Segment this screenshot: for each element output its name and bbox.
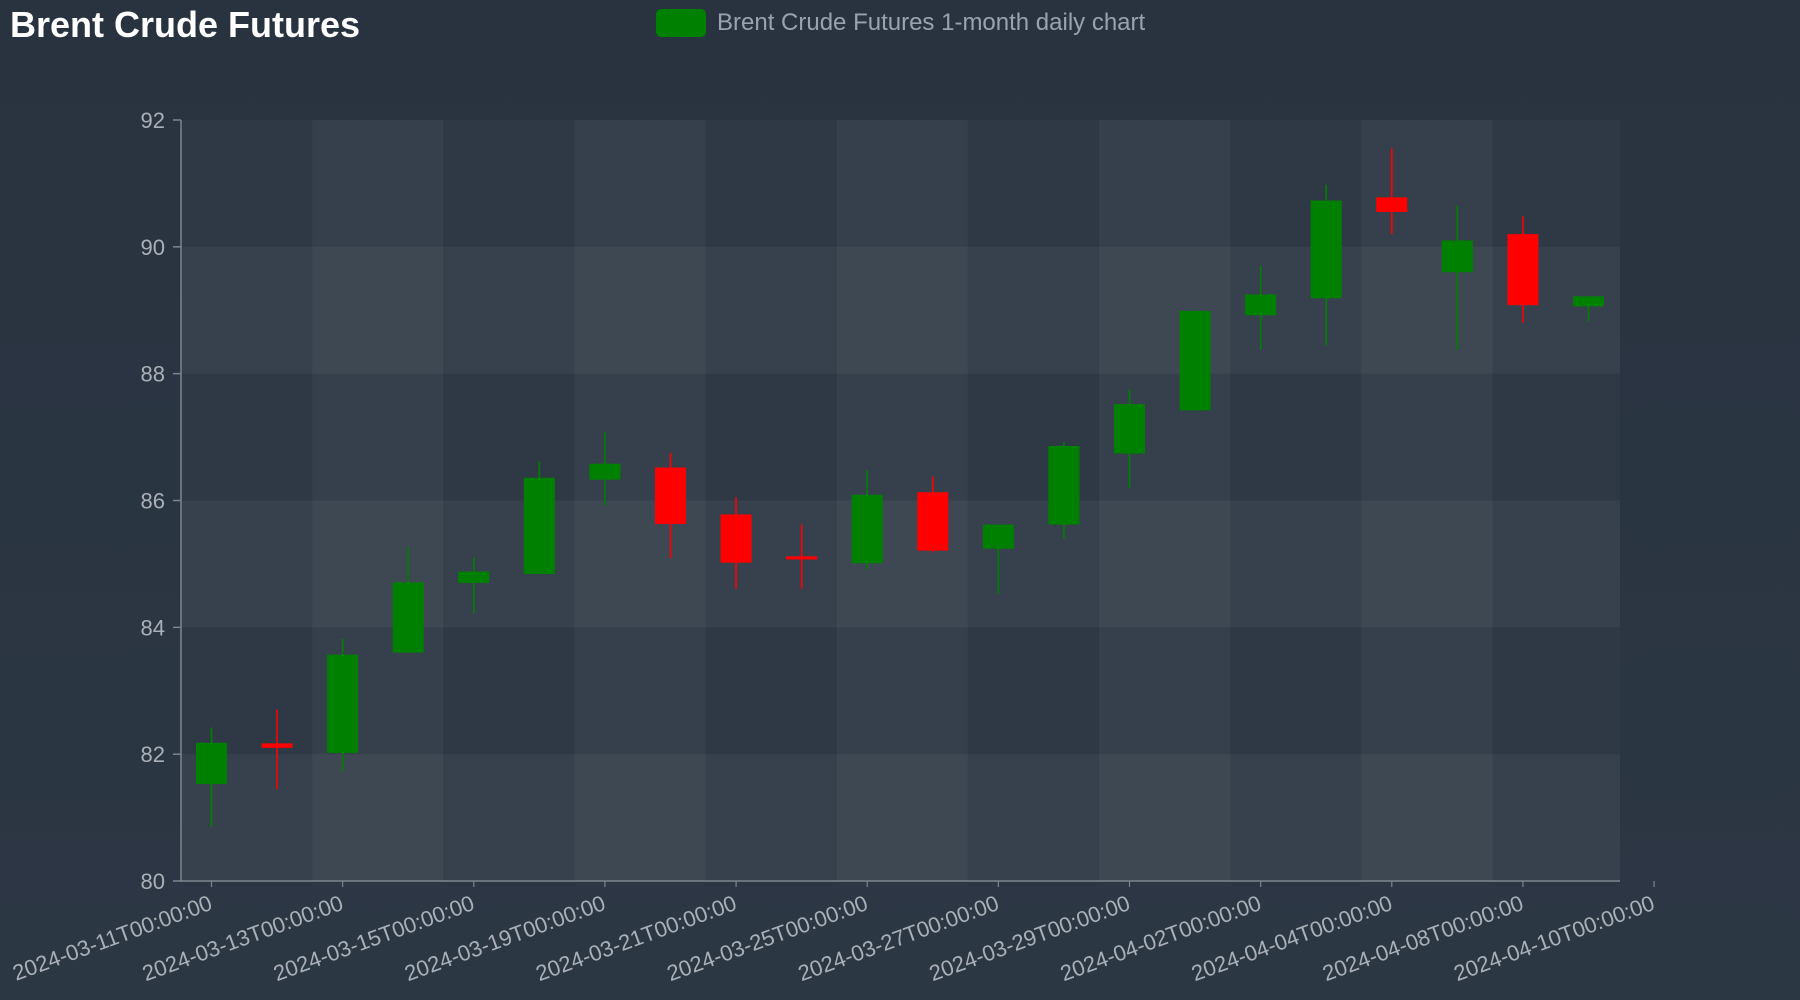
candle (196, 727, 227, 828)
candle (1376, 148, 1408, 235)
horizontal-band (181, 374, 1620, 501)
vertical-band (705, 120, 837, 881)
candle-body (589, 463, 621, 480)
horizontal-band (181, 754, 1620, 881)
candle-body (1114, 404, 1145, 454)
candle (589, 432, 621, 505)
candle-body (1048, 445, 1080, 525)
candle-body (327, 654, 359, 753)
y-tick-label: 88 (141, 362, 165, 387)
candle (1310, 184, 1342, 346)
candle-body (1179, 310, 1211, 411)
candle (1245, 265, 1277, 350)
y-tick-label: 84 (141, 615, 165, 640)
candle (261, 709, 293, 790)
candle-body (261, 743, 293, 748)
candle (1573, 296, 1604, 322)
candle (1114, 389, 1145, 488)
horizontal-band (181, 246, 1620, 374)
candle-body (1441, 240, 1473, 273)
plot-area (181, 120, 1620, 881)
candle (786, 524, 818, 589)
candle-body (982, 524, 1014, 549)
candle-body (851, 494, 883, 564)
y-tick-label: 92 (141, 108, 165, 133)
legend[interactable]: Brent Crude Futures 1-month daily chart (656, 6, 1145, 40)
candle (327, 638, 359, 772)
candle (655, 452, 686, 559)
y-tick-label: 86 (141, 489, 165, 514)
candle-body (392, 582, 424, 653)
candle (458, 557, 490, 614)
candle-body (917, 492, 949, 551)
candle (851, 470, 883, 570)
candle (392, 546, 424, 653)
candle (1441, 205, 1473, 350)
chart-title: Brent Crude Futures (10, 4, 361, 45)
y-tick-label: 80 (141, 869, 165, 894)
candle-body (786, 556, 818, 560)
legend-swatch (656, 9, 706, 37)
candle-body (1507, 234, 1539, 306)
candle (1507, 216, 1539, 323)
plot-background (181, 120, 1620, 881)
candle-body (1376, 197, 1408, 212)
y-tick-label: 90 (141, 235, 165, 260)
horizontal-band (181, 120, 1620, 247)
candle-body (1245, 294, 1277, 316)
candle (1048, 442, 1080, 539)
candle-body (1573, 296, 1604, 307)
candle (720, 497, 752, 589)
candle (982, 524, 1014, 595)
candle-body (720, 514, 752, 563)
candle-body (655, 467, 686, 524)
candle (917, 476, 949, 553)
candle-body (458, 571, 490, 583)
y-tick-label: 82 (141, 742, 165, 767)
legend-label: Brent Crude Futures 1-month daily chart (717, 9, 1146, 36)
candle-body (196, 742, 227, 784)
candle-body (523, 477, 555, 575)
candle (1179, 310, 1211, 411)
candle (523, 461, 555, 575)
candle-body (1310, 200, 1342, 299)
